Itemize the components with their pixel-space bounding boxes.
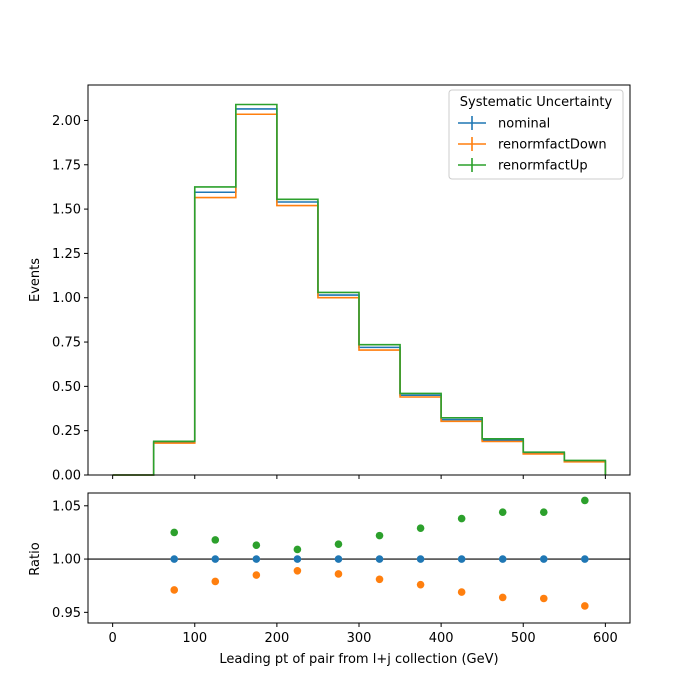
main-y-tick-label: 0.50 xyxy=(52,380,81,395)
main-x-ticks xyxy=(112,475,606,479)
ratio-series-group xyxy=(88,496,630,610)
legend-entry-nominal: nominal xyxy=(458,116,550,132)
histogram-series-group xyxy=(112,103,607,476)
main-y-tick-label: 0.75 xyxy=(52,336,81,351)
main-y-tick-label: 2.00 xyxy=(52,114,81,129)
ratio-point xyxy=(375,575,384,584)
x-tick-label: 600 xyxy=(593,631,618,646)
ratio-panel: 0.95 1.00 1.05 0 100 200 300 400 500 600 Ratio L… xyxy=(28,492,631,667)
ratio-x-ticks: 0 100 200 300 400 500 600 xyxy=(108,623,618,646)
ratio-point xyxy=(581,555,589,563)
main-y-tick-label: 0.00 xyxy=(52,469,81,484)
ratio-point xyxy=(211,555,220,563)
ratio-y-tick-label: 0.95 xyxy=(52,606,81,621)
ratio-point xyxy=(334,540,343,548)
ratio-point xyxy=(211,577,220,586)
main-y-tick-label: 0.25 xyxy=(52,424,81,439)
ratio-y-ticks: 0.95 1.00 1.05 xyxy=(52,499,88,621)
x-tick-label: 400 xyxy=(429,631,454,646)
x-tick-label: 0 xyxy=(108,631,116,646)
main-histogram-panel: 0.00 0.25 0.50 0.75 1.00 1.25 1.50 1.75 2.00 Eve… xyxy=(28,84,631,484)
main-y-tick-label: 1.25 xyxy=(52,247,81,262)
ratio-point xyxy=(334,555,343,563)
x-tick-label: 300 xyxy=(347,631,372,646)
ratio-point xyxy=(293,555,302,563)
ratio-point xyxy=(416,524,425,532)
ratio-point xyxy=(211,536,220,544)
legend-label: renormfactUp xyxy=(498,159,588,174)
ratio-y-tick-label: 1.00 xyxy=(52,553,81,568)
ratio-point xyxy=(170,528,179,537)
ratio-point xyxy=(539,555,548,563)
ratio-points-renormfactdown xyxy=(170,566,589,610)
ratio-point xyxy=(581,602,589,610)
ratio-points-nominal xyxy=(170,555,589,563)
x-tick-label: 200 xyxy=(264,631,289,646)
ratio-points-renormfactup xyxy=(170,496,589,554)
ratio-point xyxy=(252,541,261,550)
ratio-point xyxy=(170,586,179,594)
ratio-point xyxy=(375,555,384,563)
main-y-tick-label: 1.75 xyxy=(52,158,81,173)
ratio-point xyxy=(293,545,302,554)
ratio-point xyxy=(252,555,261,563)
histogram-renormfactup xyxy=(112,103,607,476)
legend: Systematic Uncertainty nominal renormfact… xyxy=(448,89,624,180)
ratio-y-axis-label: Ratio xyxy=(28,542,43,575)
ratio-point xyxy=(170,555,179,563)
legend-label: nominal xyxy=(498,117,550,132)
legend-title: Systematic Uncertainty xyxy=(460,95,613,110)
ratio-point xyxy=(498,508,507,516)
ratio-point xyxy=(293,566,302,575)
x-tick-label: 100 xyxy=(182,631,207,646)
ratio-point xyxy=(457,555,466,563)
legend-label: renormfactDown xyxy=(498,138,607,153)
ratio-point xyxy=(457,514,466,523)
x-tick-label: 500 xyxy=(511,631,536,646)
legend-entry-renormfactdown: renormfactDown xyxy=(458,137,607,153)
main-y-tick-label: 1.00 xyxy=(52,291,81,306)
main-y-ticks: 0.00 0.25 0.50 0.75 1.00 1.25 1.50 1.75 2.00 xyxy=(52,114,88,484)
legend-entry-renormfactup: renormfactUp xyxy=(458,158,588,174)
x-axis-label: Leading pt of pair from l+j collection (… xyxy=(219,652,498,667)
legend-entries: nominal renormfactDown renormfactUp xyxy=(458,116,607,174)
ratio-point xyxy=(334,570,343,578)
legend-box xyxy=(448,89,624,180)
ratio-point xyxy=(416,580,425,589)
ratio-point xyxy=(539,508,548,516)
ratio-point xyxy=(581,496,589,505)
ratio-point xyxy=(252,571,261,579)
ratio-point xyxy=(539,594,548,603)
main-y-axis-label: Events xyxy=(28,258,43,302)
ratio-point xyxy=(498,555,507,563)
main-y-tick-label: 1.50 xyxy=(52,203,81,218)
ratio-point xyxy=(375,531,384,540)
ratio-point xyxy=(416,555,425,563)
ratio-y-tick-label: 1.05 xyxy=(52,499,81,514)
ratio-point xyxy=(498,593,507,602)
ratio-point xyxy=(457,588,466,596)
